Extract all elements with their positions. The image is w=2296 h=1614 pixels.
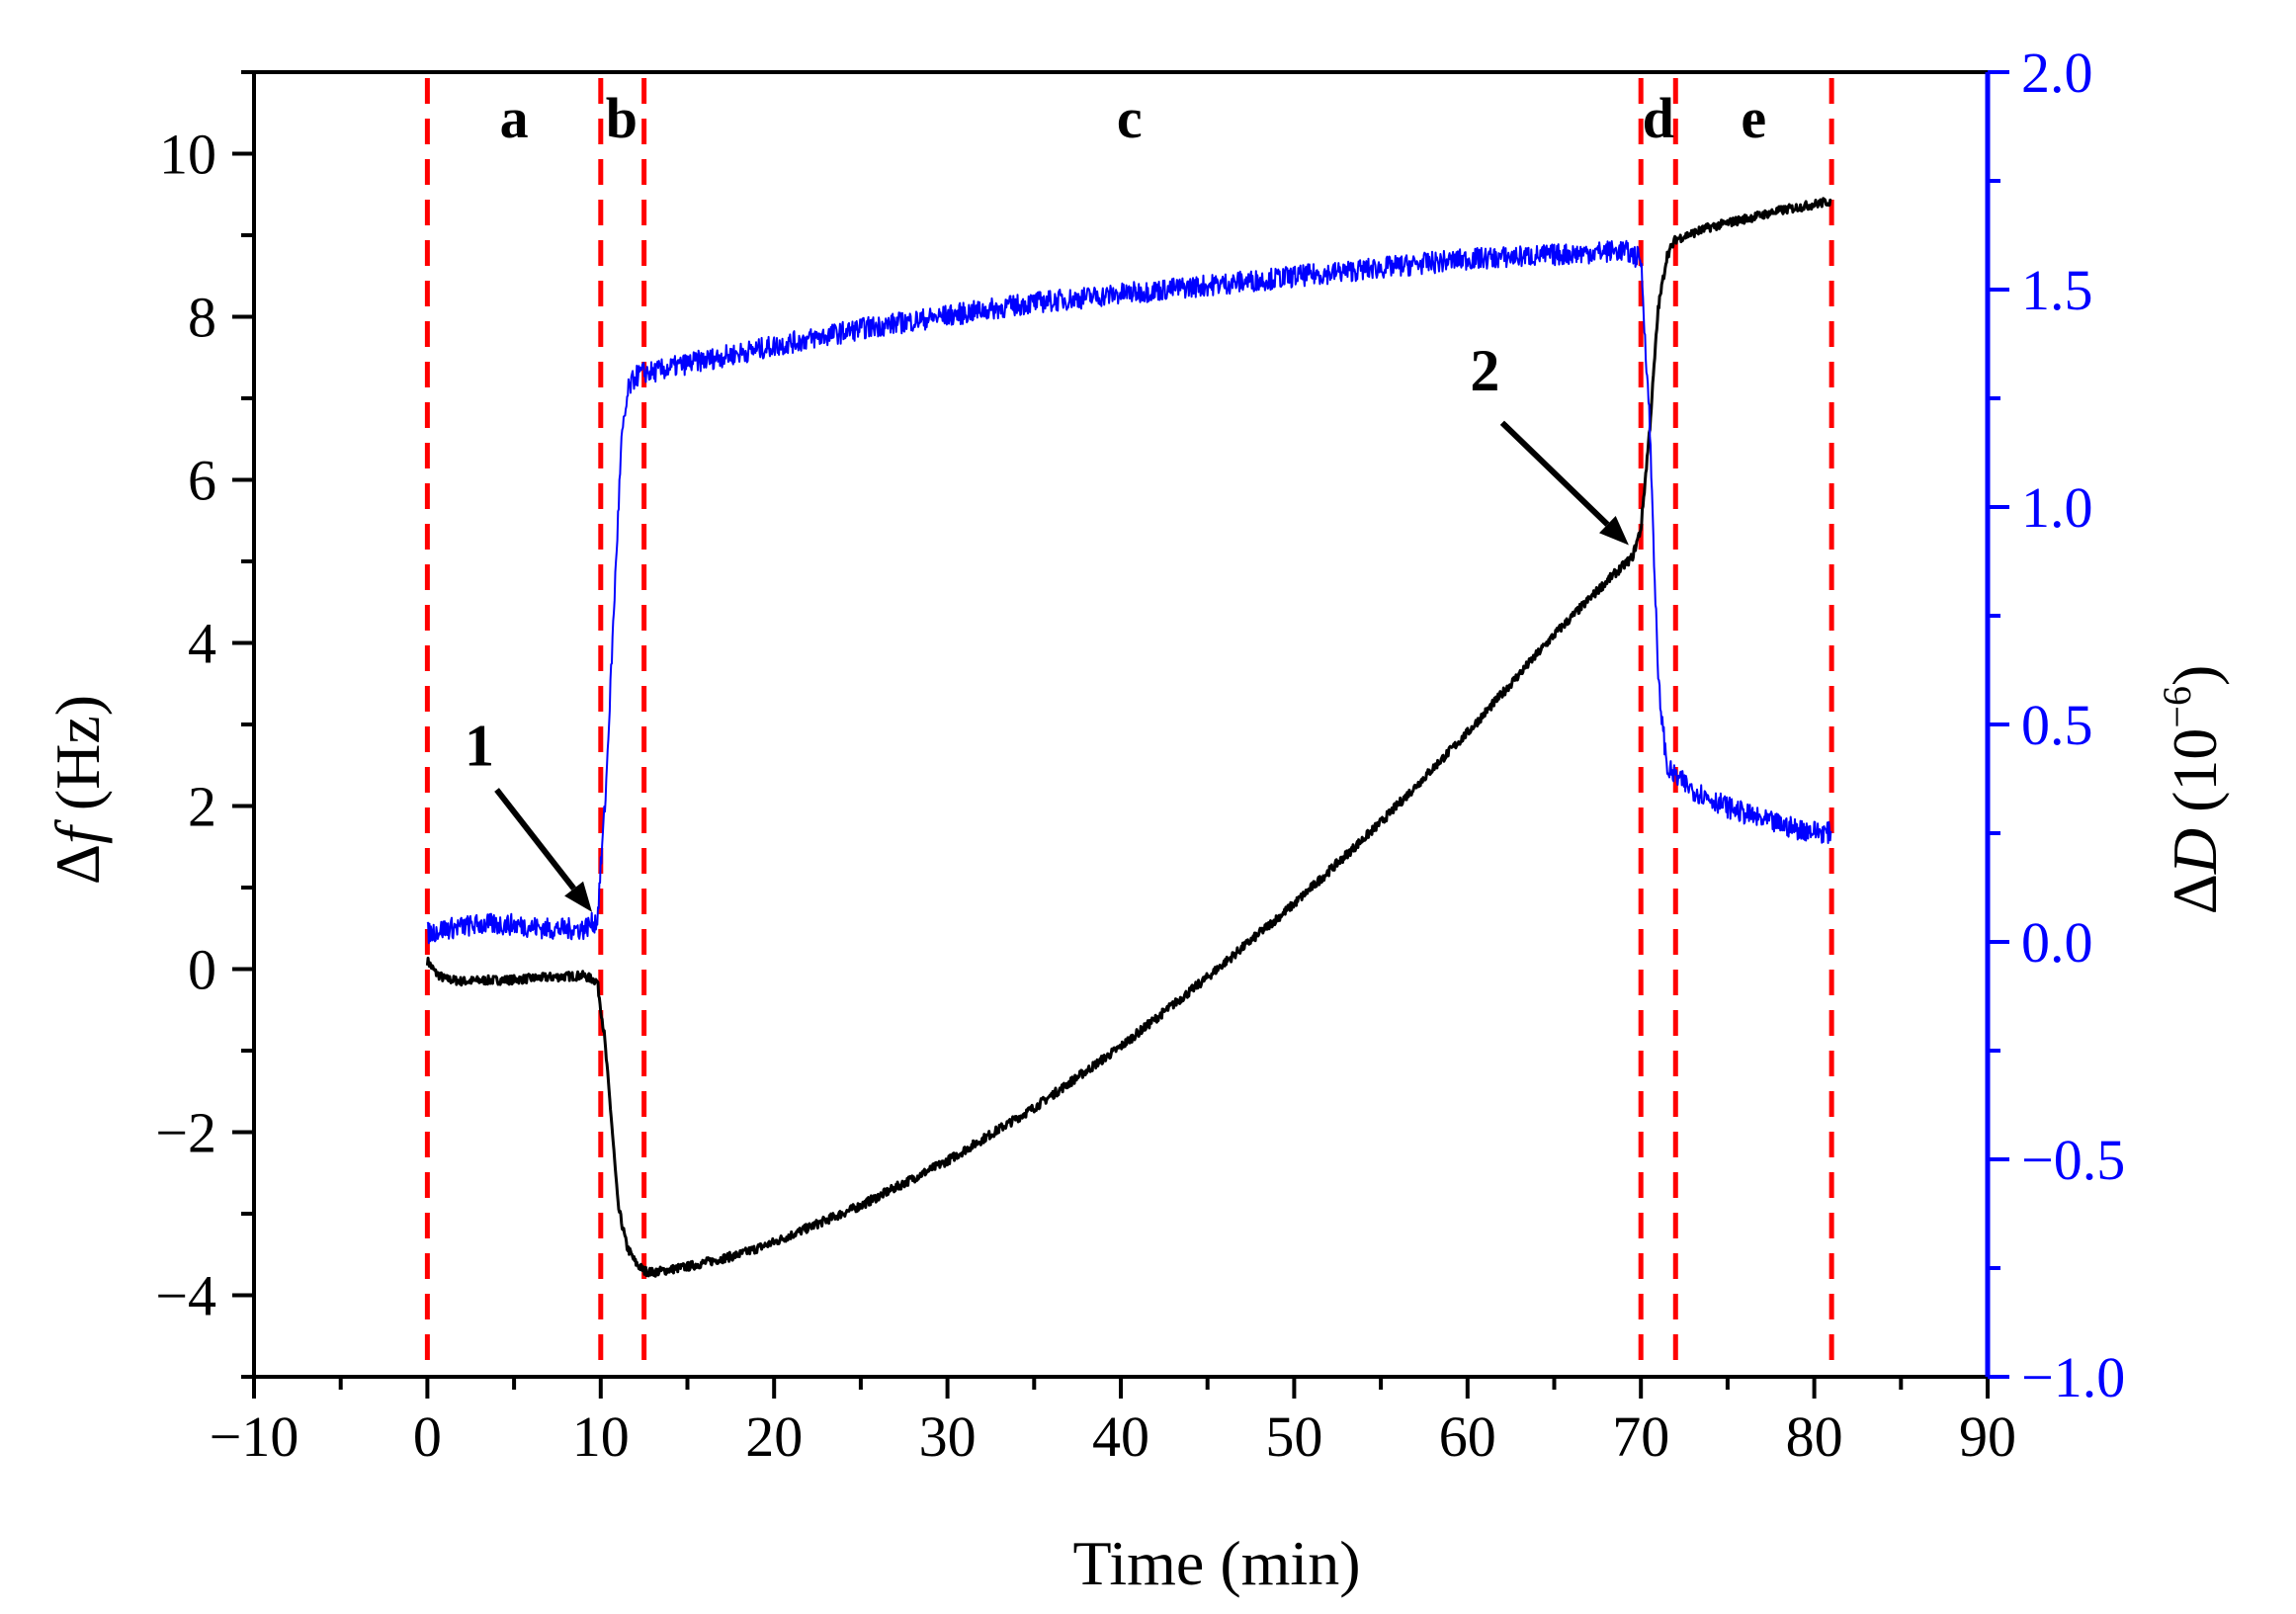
annotation-label-2: 2 xyxy=(1470,338,1499,403)
y-right-tick-label: −0.5 xyxy=(2021,1128,2125,1192)
ticks-layer xyxy=(232,70,2009,1399)
x-tick-label: 70 xyxy=(1612,1404,1669,1469)
y-right-title-unit: (10 xyxy=(2160,728,2230,828)
y-left-tick-label: 10 xyxy=(159,123,216,187)
y-right-tick-label: −1.0 xyxy=(2021,1345,2125,1409)
annotation-arrow-shaft xyxy=(494,788,576,891)
phase-label-a: a xyxy=(500,86,529,150)
phase-label-e: e xyxy=(1741,86,1766,150)
annotations-layer: 12 xyxy=(465,338,1629,912)
y-left-axis-title: Δf (Hz) xyxy=(43,695,113,885)
phase-boundary-lines xyxy=(424,78,1834,1371)
phase-label-d: d xyxy=(1643,86,1674,150)
x-tick-label: 40 xyxy=(1092,1404,1149,1469)
series-line-delta-f xyxy=(425,197,1832,1278)
y-left-tick-label: −4 xyxy=(155,1264,216,1328)
x-tick-label: −10 xyxy=(210,1404,299,1469)
y-left-title-symbol: Δ xyxy=(43,844,113,885)
y-right-tick-label: 0.0 xyxy=(2021,910,2093,975)
y-left-tick-label: 6 xyxy=(188,449,216,513)
annotation-arrow-head xyxy=(1599,516,1629,546)
annotation-label-1: 1 xyxy=(465,713,494,778)
series-line-delta-d xyxy=(426,239,1832,945)
x-tick-label: 30 xyxy=(919,1404,977,1469)
series-layer xyxy=(425,197,1832,1278)
y-right-title-exponent: −6 xyxy=(2155,686,2199,728)
y-right-tick-label: 1.5 xyxy=(2021,258,2093,322)
y-right-title-symbol: Δ xyxy=(2160,874,2230,914)
labels-layer: −10 0 10 20 30 40 50 60 70 80 90 −4 −2 0 2 4 6 8 10 −1.0 −0.… xyxy=(155,41,2125,1469)
y-left-tick-label: 8 xyxy=(188,286,216,350)
x-tick-label: 80 xyxy=(1786,1404,1843,1469)
y-left-tick-label: 2 xyxy=(188,775,216,839)
y-right-title-variable: D xyxy=(2160,828,2230,875)
x-tick-label: 10 xyxy=(572,1404,630,1469)
plot-frame xyxy=(252,70,1990,1379)
phase-label-b: b xyxy=(606,86,638,150)
y-right-tick-label: 0.5 xyxy=(2021,693,2093,757)
annotation-arrow-head xyxy=(564,881,593,912)
x-tick-label: 0 xyxy=(413,1404,442,1469)
x-tick-label: 20 xyxy=(745,1404,803,1469)
y-right-axis-title: ΔD (10−6) xyxy=(2155,665,2230,915)
y-left-tick-label: −2 xyxy=(155,1101,216,1165)
y-left-tick-label: 4 xyxy=(188,612,216,676)
x-tick-label: 60 xyxy=(1439,1404,1496,1469)
x-tick-label: 90 xyxy=(1959,1404,2016,1469)
annotation-arrow-shaft xyxy=(1499,420,1610,527)
y-left-tick-label: 0 xyxy=(188,938,216,1002)
y-right-tick-label: 2.0 xyxy=(2021,41,2093,105)
y-left-title-unit: (Hz) xyxy=(43,695,113,826)
x-axis-title: Time (min) xyxy=(1073,1528,1361,1598)
x-tick-label: 50 xyxy=(1265,1404,1322,1469)
y-right-title-close: ) xyxy=(2160,665,2230,686)
phase-label-c: c xyxy=(1117,86,1143,150)
y-right-tick-label: 1.0 xyxy=(2021,475,2093,540)
